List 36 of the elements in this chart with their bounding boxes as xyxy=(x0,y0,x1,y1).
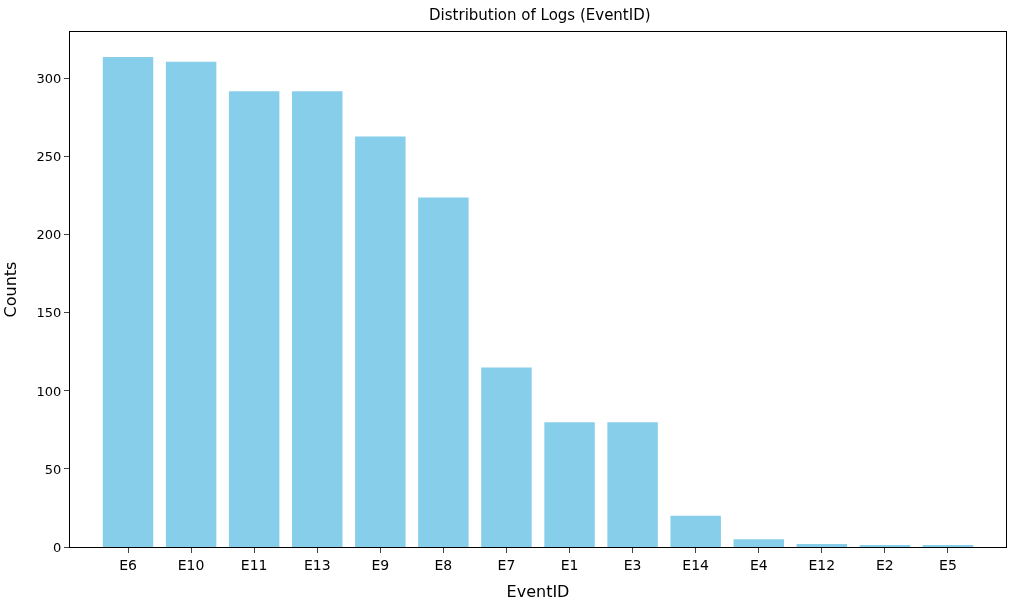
chart-title: Distribution of Logs (EventID) xyxy=(429,5,651,24)
bar xyxy=(544,422,595,547)
x-tick-label: E3 xyxy=(623,556,642,573)
bar xyxy=(670,515,721,547)
x-tick-label: E1 xyxy=(560,556,579,573)
bar xyxy=(165,61,217,547)
x-tick-label: E9 xyxy=(371,556,390,573)
x-tick-label: E5 xyxy=(939,556,957,573)
bar xyxy=(733,539,784,547)
bar xyxy=(292,91,343,547)
y-tick-label: 150 xyxy=(36,305,62,321)
y-axis-title: Counts xyxy=(1,261,21,318)
bar xyxy=(102,56,154,547)
x-tick-label: E4 xyxy=(749,556,768,573)
y-tick-label: 100 xyxy=(36,383,62,399)
x-tick-label: E7 xyxy=(497,556,516,573)
bar xyxy=(796,543,848,547)
x-tick-label: E8 xyxy=(434,556,453,573)
y-tick-label: 0 xyxy=(53,539,62,555)
bar xyxy=(355,136,406,547)
bar xyxy=(228,91,280,547)
x-tick-label: E12 xyxy=(808,556,836,573)
x-tick-label: E6 xyxy=(119,556,137,573)
y-tick-label: 300 xyxy=(36,71,62,87)
x-tick-label: E13 xyxy=(303,556,331,573)
x-axis-title: EventID xyxy=(506,582,570,601)
bar xyxy=(418,197,469,547)
x-tick-label: E14 xyxy=(682,556,710,573)
x-tick-label: E2 xyxy=(876,556,894,573)
bar xyxy=(607,422,658,547)
y-tick-label: 250 xyxy=(36,149,62,165)
y-tick-label: 200 xyxy=(36,227,62,243)
bar xyxy=(481,367,532,547)
x-tick-label: E11 xyxy=(240,556,268,573)
x-tick-label: E10 xyxy=(177,556,205,573)
y-tick-label: 50 xyxy=(44,461,62,477)
